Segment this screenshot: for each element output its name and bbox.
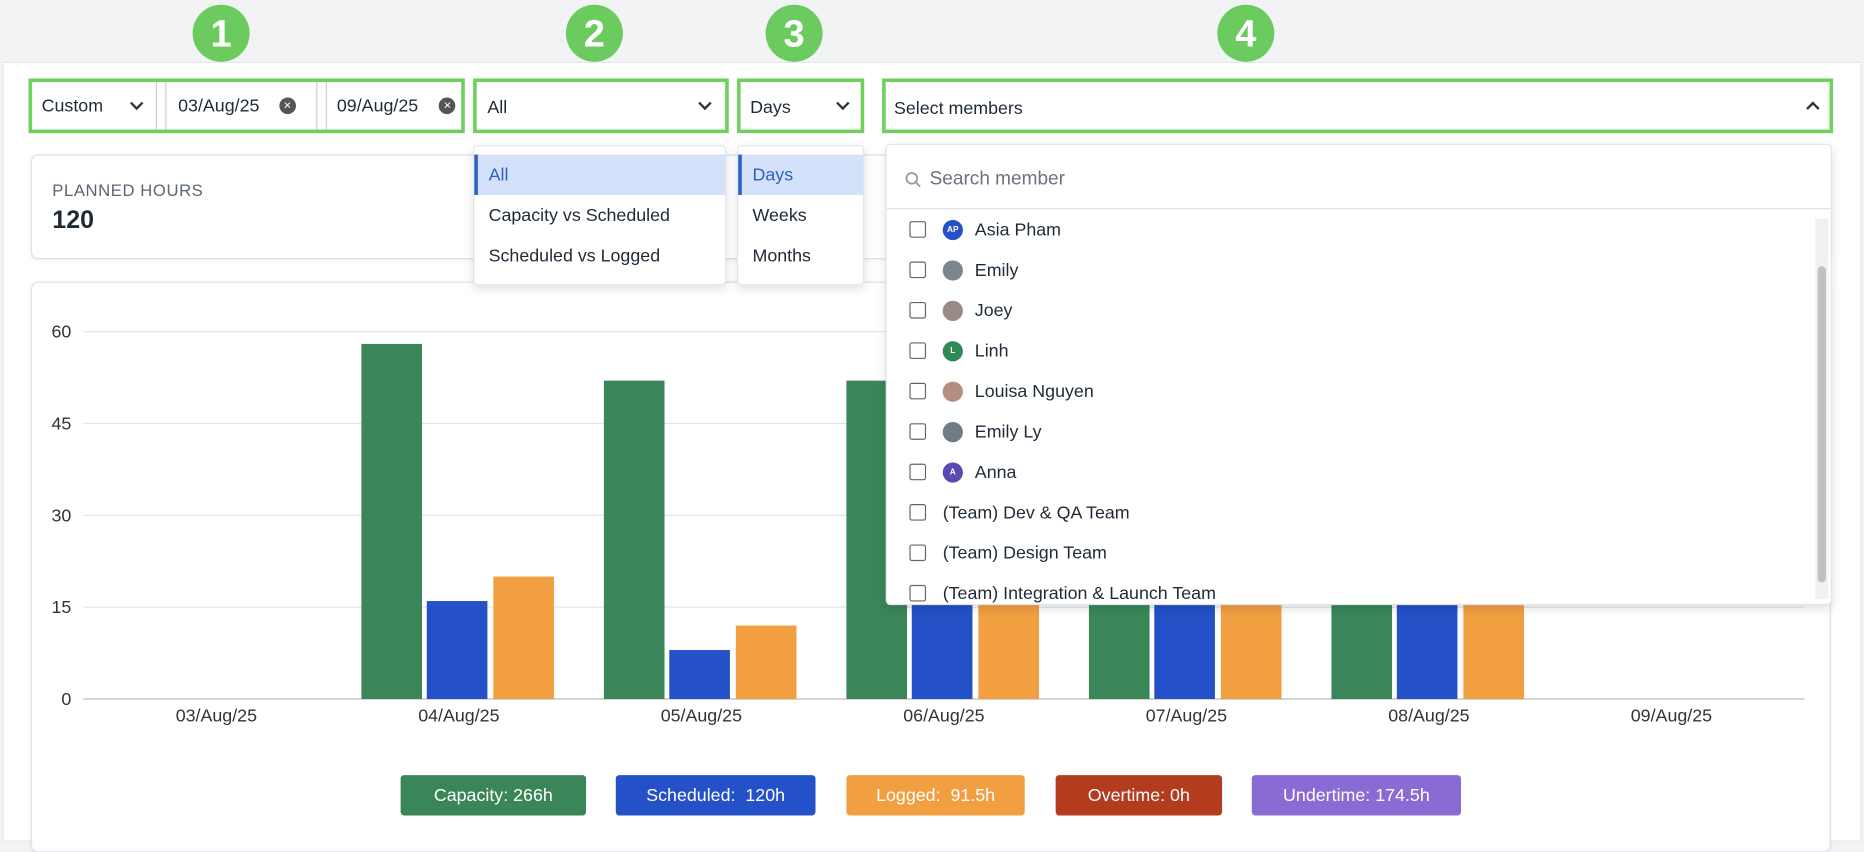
bar xyxy=(426,601,488,700)
granularity-select[interactable]: Days xyxy=(737,78,865,134)
y-tick-label: 15 xyxy=(51,597,71,617)
member-option[interactable]: Louisa Nguyen xyxy=(887,371,1094,411)
x-tick-label: 04/Aug/25 xyxy=(418,706,499,726)
member-list: AP Asia Pham Emily Joey L Linh Louisa Nguyen Em… xyxy=(887,209,1814,604)
checkbox[interactable] xyxy=(909,342,927,360)
scrollbar[interactable] xyxy=(1815,218,1829,600)
y-tick-label: 0 xyxy=(61,689,71,709)
search-placeholder: Search member xyxy=(929,168,1065,190)
y-tick-label: 60 xyxy=(51,322,71,342)
avatar xyxy=(942,421,963,442)
checkbox[interactable] xyxy=(909,423,927,440)
menu-option[interactable]: Capacity vs Scheduled xyxy=(488,205,670,226)
avatar: AP xyxy=(942,219,963,240)
summary-label: PLANNED HOURS xyxy=(52,180,204,200)
checkbox[interactable] xyxy=(909,504,927,521)
member-name: Linh xyxy=(974,340,1009,361)
bar xyxy=(669,650,730,700)
scrollbar-thumb[interactable] xyxy=(1817,266,1826,583)
member-name: Emily Ly xyxy=(974,421,1042,442)
start-date[interactable]: 03/Aug/25 × xyxy=(166,82,318,130)
menu-option[interactable]: Weeks xyxy=(752,205,807,226)
x-tick-label: 08/Aug/25 xyxy=(1388,706,1469,726)
checkbox[interactable] xyxy=(909,382,927,400)
search-icon xyxy=(905,172,921,188)
avatar xyxy=(942,300,963,321)
start-date-text: 03/Aug/25 xyxy=(178,95,260,116)
divider xyxy=(156,82,167,130)
y-tick-label: 30 xyxy=(51,505,71,525)
view-select[interactable]: All xyxy=(473,78,729,134)
member-option[interactable]: (Team) Dev & QA Team xyxy=(887,492,1130,532)
bar xyxy=(735,625,797,700)
member-search[interactable]: Search member xyxy=(886,145,1831,210)
member-option[interactable]: L Linh xyxy=(887,330,1009,370)
callout: 3 xyxy=(765,4,823,62)
bar xyxy=(603,380,665,700)
member-name: Asia Pham xyxy=(974,219,1062,240)
end-date-text: 09/Aug/25 xyxy=(336,95,419,116)
members-placeholder: Select members xyxy=(893,98,1023,119)
avatar xyxy=(942,381,963,402)
member-name: Emily xyxy=(974,259,1019,280)
y-tick-label: 45 xyxy=(51,413,71,433)
menu-option[interactable]: Scheduled vs Logged xyxy=(488,245,661,266)
member-option[interactable]: Joey xyxy=(887,290,1013,330)
avatar: A xyxy=(942,461,963,483)
end-date[interactable]: 09/Aug/25 × xyxy=(327,82,461,130)
member-option[interactable]: Emily xyxy=(887,250,1019,290)
legend-badge[interactable]: Logged: 91.5h xyxy=(846,775,1025,816)
menu-option[interactable]: All xyxy=(474,154,726,195)
member-name: (Team) Design Team xyxy=(942,542,1107,563)
member-name: (Team) Dev & QA Team xyxy=(942,502,1130,523)
members-menu: Search member AP Asia Pham Emily Joey L Linh L… xyxy=(885,143,1832,606)
member-option[interactable]: Emily Ly xyxy=(887,411,1042,451)
bar xyxy=(493,576,554,700)
date-range-filter: Custom 03/Aug/25 × 09/Aug/25 × xyxy=(28,78,465,134)
callout: 1 xyxy=(192,4,250,62)
menu-option[interactable]: Months xyxy=(752,245,811,266)
x-tick-label: 09/Aug/25 xyxy=(1631,706,1712,726)
member-name: Joey xyxy=(974,300,1013,321)
member-name: Anna xyxy=(974,461,1017,483)
avatar xyxy=(942,259,963,280)
x-tick-label: 05/Aug/25 xyxy=(661,706,742,726)
granularity-menu: Days Weeks Months xyxy=(737,145,865,286)
range-text: Custom xyxy=(41,95,104,116)
x-tick-label: 03/Aug/25 xyxy=(176,706,257,726)
legend-badge[interactable]: Undertime: 174.5h xyxy=(1251,775,1462,816)
member-option[interactable]: AP Asia Pham xyxy=(887,209,1061,249)
x-tick-label: 07/Aug/25 xyxy=(1146,706,1227,726)
range-select[interactable]: Custom xyxy=(32,82,157,130)
avatar: L xyxy=(942,340,963,361)
checkbox[interactable] xyxy=(909,221,927,238)
checkbox[interactable] xyxy=(909,463,927,481)
member-option[interactable]: (Team) Integration & Launch Team xyxy=(887,573,1216,604)
legend-badge[interactable]: Scheduled: 120h xyxy=(615,775,816,816)
x-tick-label: 06/Aug/25 xyxy=(903,706,984,726)
member-name: (Team) Integration & Launch Team xyxy=(942,583,1216,604)
member-name: Louisa Nguyen xyxy=(974,381,1094,402)
checkbox[interactable] xyxy=(909,261,927,279)
view-menu: All Capacity vs Scheduled Scheduled vs Log… xyxy=(473,145,727,286)
granularity-text: Days xyxy=(750,97,791,118)
member-option[interactable]: (Team) Design Team xyxy=(887,533,1107,573)
checkbox[interactable] xyxy=(909,301,927,319)
summary-value: 120 xyxy=(52,206,94,235)
legend-badge[interactable]: Capacity: 266h xyxy=(400,775,587,816)
callout: 2 xyxy=(565,4,623,62)
checkbox[interactable] xyxy=(909,544,927,562)
view-text: All xyxy=(487,97,508,118)
member-option[interactable]: A Anna xyxy=(887,452,1017,492)
members-select[interactable]: Select members xyxy=(882,78,1834,134)
callout: 4 xyxy=(1217,4,1275,62)
checkbox[interactable] xyxy=(909,584,927,602)
legend-badge[interactable]: Overtime: 0h xyxy=(1055,775,1223,816)
divider xyxy=(318,82,328,130)
bar xyxy=(361,343,423,700)
menu-option[interactable]: Days xyxy=(738,154,864,195)
